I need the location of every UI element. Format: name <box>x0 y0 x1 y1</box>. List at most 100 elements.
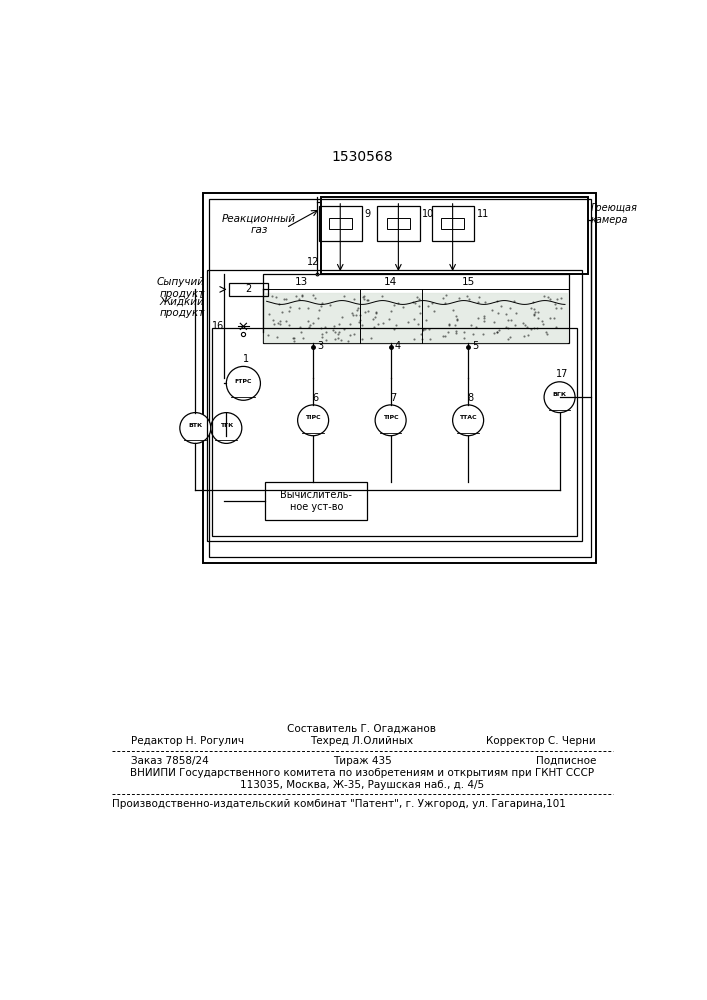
Point <box>439 295 450 311</box>
Point <box>479 308 490 324</box>
Text: 10: 10 <box>422 209 435 219</box>
Point <box>316 326 327 342</box>
Text: Тираж 435: Тираж 435 <box>332 756 392 766</box>
Point <box>486 302 498 318</box>
Text: 9: 9 <box>364 209 370 219</box>
Point <box>348 326 359 342</box>
Point <box>267 312 279 328</box>
Point <box>532 310 543 326</box>
Point <box>491 324 503 340</box>
Point <box>363 292 374 308</box>
Point <box>329 324 341 340</box>
Point <box>443 324 454 340</box>
Point <box>467 326 479 342</box>
Point <box>344 316 356 332</box>
Point <box>540 324 551 340</box>
Point <box>338 321 349 337</box>
Point <box>327 322 339 338</box>
Point <box>279 291 290 307</box>
Point <box>304 317 315 333</box>
Point <box>508 293 520 309</box>
Text: 1: 1 <box>243 354 249 364</box>
Point <box>298 330 309 346</box>
Circle shape <box>544 382 575 413</box>
Point <box>370 305 382 321</box>
Point <box>352 300 363 316</box>
Circle shape <box>226 366 260 400</box>
Point <box>269 316 280 332</box>
Point <box>518 315 529 331</box>
Point <box>355 312 366 328</box>
Point <box>520 317 531 333</box>
Point <box>357 331 368 347</box>
Point <box>450 325 461 341</box>
Point <box>418 321 429 337</box>
Point <box>368 319 379 335</box>
Point <box>413 316 424 332</box>
Point <box>414 291 425 307</box>
Point <box>414 298 425 314</box>
Point <box>491 293 502 309</box>
Point <box>368 311 379 327</box>
Point <box>509 317 520 333</box>
Point <box>502 312 513 328</box>
Point <box>308 287 319 303</box>
Text: Вычислитель-
ное уст-во: Вычислитель- ное уст-во <box>280 490 352 512</box>
Point <box>479 294 491 310</box>
Point <box>358 288 369 304</box>
Point <box>440 287 452 303</box>
Point <box>332 330 343 346</box>
Point <box>501 319 512 335</box>
Point <box>354 307 366 323</box>
Text: 13: 13 <box>295 277 308 287</box>
Point <box>377 315 388 331</box>
Text: 11: 11 <box>477 209 489 219</box>
Point <box>544 310 556 326</box>
Point <box>296 324 307 340</box>
Point <box>526 300 537 316</box>
Point <box>525 321 537 337</box>
Point <box>532 304 544 320</box>
Point <box>443 317 455 333</box>
Point <box>370 309 381 325</box>
Point <box>510 305 522 321</box>
Point <box>365 330 376 346</box>
Point <box>518 328 530 344</box>
Text: ТГК: ТГК <box>220 423 233 428</box>
Point <box>423 321 434 337</box>
Point <box>542 289 554 305</box>
Text: Составитель Г. Огаджанов: Составитель Г. Огаджанов <box>288 723 436 733</box>
Point <box>390 317 401 333</box>
Point <box>308 315 319 331</box>
Text: Жидкий
продукт: Жидкий продукт <box>159 296 204 318</box>
Point <box>504 329 515 345</box>
Point <box>333 324 344 340</box>
Point <box>479 310 490 326</box>
Point <box>287 330 298 346</box>
Text: Производственно-издательский комбинат "Патент", г. Ужгород, ул. Гагарина,101: Производственно-издательский комбинат "П… <box>112 799 566 809</box>
Point <box>528 320 539 336</box>
Point <box>447 302 458 318</box>
Point <box>422 298 433 314</box>
Point <box>320 332 332 348</box>
Point <box>276 304 288 320</box>
Point <box>346 305 357 321</box>
Circle shape <box>298 405 329 436</box>
Text: 3: 3 <box>317 341 323 351</box>
Point <box>312 310 323 326</box>
Point <box>437 290 448 306</box>
Point <box>489 314 500 330</box>
Point <box>354 314 365 330</box>
Point <box>551 291 562 307</box>
Circle shape <box>211 413 242 443</box>
Point <box>266 288 277 304</box>
Point <box>376 288 387 304</box>
Point <box>409 331 420 347</box>
Circle shape <box>180 413 211 443</box>
Text: ТIРС: ТIРС <box>382 415 399 420</box>
Point <box>329 331 340 347</box>
Point <box>325 297 336 313</box>
Point <box>555 290 566 306</box>
Point <box>335 332 346 348</box>
Text: Подписное: Подписное <box>536 756 596 766</box>
